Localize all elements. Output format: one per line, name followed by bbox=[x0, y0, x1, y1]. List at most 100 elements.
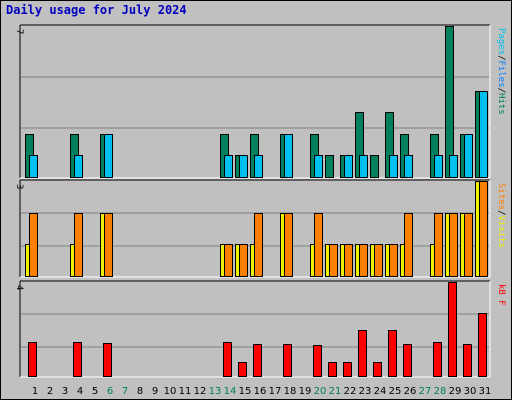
bar-kb-f bbox=[284, 345, 292, 377]
bar-sites bbox=[480, 182, 488, 277]
bar-files bbox=[465, 135, 473, 178]
bar-hits bbox=[371, 156, 379, 178]
bar-kb-f bbox=[74, 343, 82, 377]
y-max-label: 7 bbox=[14, 29, 24, 34]
x-tick-label: 6 bbox=[107, 386, 113, 397]
bar-sites bbox=[405, 214, 413, 277]
x-tick-label: 11 bbox=[179, 386, 192, 397]
bar-kb-f bbox=[434, 343, 442, 377]
panel-top: 7 Pages/Files/Hits bbox=[14, 25, 506, 178]
bar-kb-f bbox=[404, 345, 412, 377]
right-axis-label: Sites/Visits bbox=[496, 183, 506, 248]
x-tick-label: 10 bbox=[164, 386, 177, 397]
bar-files bbox=[390, 156, 398, 178]
bar-sites bbox=[435, 214, 443, 277]
bar-sites bbox=[255, 214, 263, 277]
bar-kb-f bbox=[329, 363, 337, 377]
bar-sites bbox=[315, 214, 323, 277]
x-tick-label: 22 bbox=[344, 386, 357, 397]
x-tick-label: 15 bbox=[239, 386, 252, 397]
bar-kb-f bbox=[374, 363, 382, 377]
y-max-label: 3 bbox=[14, 184, 24, 189]
x-tick-label: 16 bbox=[254, 386, 267, 397]
x-tick-label: 19 bbox=[299, 386, 312, 397]
bar-files bbox=[255, 156, 263, 178]
bar-files bbox=[450, 156, 458, 178]
bar-files bbox=[105, 135, 113, 178]
bar-sites bbox=[105, 214, 113, 277]
right-axis-label-part: Files bbox=[496, 61, 506, 88]
bar-files bbox=[405, 156, 413, 178]
bar-kb-f bbox=[104, 344, 112, 377]
bar-hits bbox=[446, 27, 454, 178]
bar-sites bbox=[450, 214, 458, 277]
x-tick-label: 25 bbox=[389, 386, 402, 397]
bar-sites bbox=[345, 245, 353, 277]
right-axis-label-part: Sites bbox=[496, 183, 506, 210]
x-tick-label: 12 bbox=[194, 386, 207, 397]
bar-files bbox=[315, 156, 323, 178]
bar-files bbox=[225, 156, 233, 178]
x-tick-label: 9 bbox=[152, 386, 158, 397]
right-axis-label-part: kB F bbox=[496, 284, 506, 306]
x-tick-label: 5 bbox=[92, 386, 98, 397]
x-tick-label: 24 bbox=[374, 386, 387, 397]
x-tick-label: 23 bbox=[359, 386, 372, 397]
x-tick-label: 7 bbox=[122, 386, 128, 397]
x-tick-label: 18 bbox=[284, 386, 297, 397]
bar-files bbox=[30, 156, 38, 178]
x-tick-label: 13 bbox=[209, 386, 222, 397]
x-tick-label: 26 bbox=[404, 386, 417, 397]
x-tick-label: 8 bbox=[137, 386, 143, 397]
bar-sites bbox=[75, 214, 83, 277]
bar-sites bbox=[285, 214, 293, 277]
x-tick-label: 14 bbox=[224, 386, 237, 397]
bar-files bbox=[240, 156, 248, 178]
bar-sites bbox=[375, 245, 383, 277]
bar-files bbox=[345, 156, 353, 178]
bar-kb-f bbox=[449, 283, 457, 377]
bar-hits bbox=[326, 156, 334, 178]
bar-sites bbox=[330, 245, 338, 277]
bar-files bbox=[360, 156, 368, 178]
bar-kb-f bbox=[29, 343, 37, 377]
bar-kb-f bbox=[389, 331, 397, 377]
right-axis-label-part: Pages bbox=[496, 28, 506, 55]
x-tick-label: 17 bbox=[269, 386, 282, 397]
x-tick-label: 20 bbox=[314, 386, 327, 397]
bar-files bbox=[75, 156, 83, 178]
right-axis-label-part: Hits bbox=[496, 93, 506, 115]
bar-sites bbox=[30, 214, 38, 277]
right-axis-label: kB F bbox=[496, 284, 506, 306]
x-tick-label: 2 bbox=[47, 386, 53, 397]
bar-files bbox=[285, 135, 293, 178]
bar-files bbox=[435, 156, 443, 178]
x-tick-label: 31 bbox=[479, 386, 492, 397]
panel-middle: 3 Sites/Visits bbox=[14, 180, 506, 277]
bar-kb-f bbox=[479, 314, 487, 377]
bar-files bbox=[480, 92, 488, 178]
bar-kb-f bbox=[224, 343, 232, 377]
bar-kb-f bbox=[239, 363, 247, 377]
x-tick-label: 27 bbox=[419, 386, 432, 397]
right-axis-label: Pages/Files/Hits bbox=[496, 28, 506, 115]
x-tick-label: 28 bbox=[434, 386, 447, 397]
bar-kb-f bbox=[464, 345, 472, 377]
x-tick-label: 29 bbox=[449, 386, 462, 397]
bar-sites bbox=[390, 245, 398, 277]
bar-kb-f bbox=[254, 345, 262, 377]
right-axis-label-part: Visits bbox=[496, 216, 506, 249]
x-tick-label: 21 bbox=[329, 386, 342, 397]
bar-kb-f bbox=[359, 331, 367, 377]
bar-sites bbox=[240, 245, 248, 277]
x-tick-label: 30 bbox=[464, 386, 477, 397]
x-tick-label: 1 bbox=[32, 386, 38, 397]
x-axis: 1234567891011121314151617181920212223242… bbox=[32, 386, 492, 397]
x-tick-label: 4 bbox=[77, 386, 83, 397]
bar-sites bbox=[465, 214, 473, 277]
x-tick-label: 3 bbox=[62, 386, 68, 397]
bar-kb-f bbox=[344, 363, 352, 377]
y-max-label: 4 bbox=[14, 285, 24, 290]
